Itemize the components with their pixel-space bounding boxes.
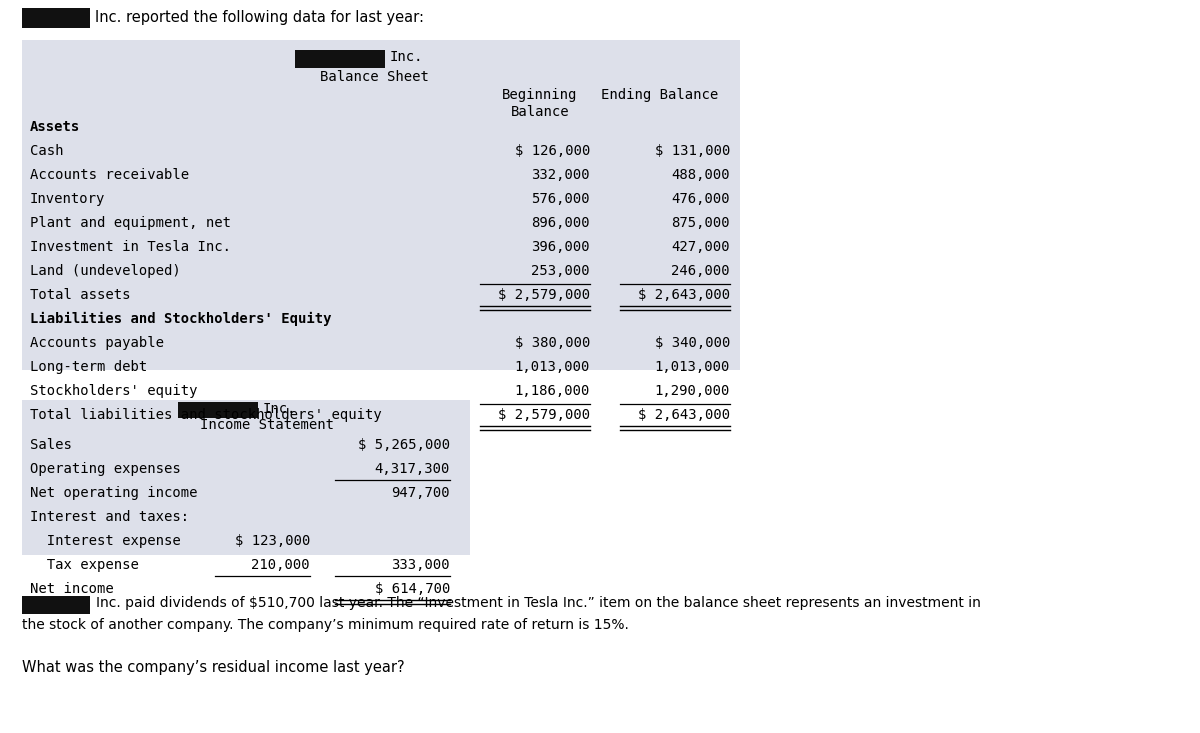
Text: Total liabilities and stockholders' equity: Total liabilities and stockholders' equi… bbox=[30, 408, 382, 422]
Text: Net operating income: Net operating income bbox=[30, 486, 198, 500]
Text: 253,000: 253,000 bbox=[532, 264, 590, 278]
Text: 4,317,300: 4,317,300 bbox=[374, 462, 450, 476]
Text: $ 614,700: $ 614,700 bbox=[374, 582, 450, 596]
Text: Inc.: Inc. bbox=[390, 50, 424, 64]
Text: 576,000: 576,000 bbox=[532, 192, 590, 206]
Text: 488,000: 488,000 bbox=[671, 168, 730, 182]
Text: 947,700: 947,700 bbox=[391, 486, 450, 500]
Text: Long-term debt: Long-term debt bbox=[30, 360, 148, 374]
Bar bbox=[22, 596, 90, 614]
Bar bbox=[22, 400, 470, 555]
Text: Liabilities and Stockholders' Equity: Liabilities and Stockholders' Equity bbox=[30, 312, 331, 326]
Text: Beginning
Balance: Beginning Balance bbox=[503, 88, 577, 119]
Text: Inc.: Inc. bbox=[263, 402, 296, 416]
Text: $ 2,643,000: $ 2,643,000 bbox=[638, 408, 730, 422]
Text: Plant and equipment, net: Plant and equipment, net bbox=[30, 216, 230, 230]
Text: What was the company’s residual income last year?: What was the company’s residual income l… bbox=[22, 660, 404, 675]
Text: Income Statement: Income Statement bbox=[200, 418, 334, 432]
Text: $ 380,000: $ 380,000 bbox=[515, 336, 590, 350]
Text: Tax expense: Tax expense bbox=[30, 558, 139, 572]
Text: 476,000: 476,000 bbox=[671, 192, 730, 206]
Text: Balance Sheet: Balance Sheet bbox=[320, 70, 428, 84]
Text: $ 5,265,000: $ 5,265,000 bbox=[358, 438, 450, 452]
Text: $ 126,000: $ 126,000 bbox=[515, 144, 590, 158]
Text: 427,000: 427,000 bbox=[671, 240, 730, 254]
Text: Total assets: Total assets bbox=[30, 288, 131, 302]
Text: 1,013,000: 1,013,000 bbox=[515, 360, 590, 374]
Text: 1,013,000: 1,013,000 bbox=[655, 360, 730, 374]
Text: $ 123,000: $ 123,000 bbox=[235, 534, 310, 548]
Text: $ 340,000: $ 340,000 bbox=[655, 336, 730, 350]
Text: $ 2,579,000: $ 2,579,000 bbox=[498, 288, 590, 302]
Text: Inc. paid dividends of $510,700 last year. The “Investment in Tesla Inc.” item o: Inc. paid dividends of $510,700 last yea… bbox=[96, 596, 980, 610]
Text: Ending Balance: Ending Balance bbox=[601, 88, 719, 102]
Bar bbox=[22, 40, 740, 370]
Text: 875,000: 875,000 bbox=[671, 216, 730, 230]
Text: Stockholders' equity: Stockholders' equity bbox=[30, 384, 198, 398]
Text: 1,186,000: 1,186,000 bbox=[515, 384, 590, 398]
Text: 1,290,000: 1,290,000 bbox=[655, 384, 730, 398]
Text: $ 2,579,000: $ 2,579,000 bbox=[498, 408, 590, 422]
Text: 246,000: 246,000 bbox=[671, 264, 730, 278]
Text: $ 2,643,000: $ 2,643,000 bbox=[638, 288, 730, 302]
Text: 396,000: 396,000 bbox=[532, 240, 590, 254]
Text: Investment in Tesla Inc.: Investment in Tesla Inc. bbox=[30, 240, 230, 254]
Text: Interest expense: Interest expense bbox=[30, 534, 181, 548]
Text: Inventory: Inventory bbox=[30, 192, 106, 206]
Text: Cash: Cash bbox=[30, 144, 64, 158]
Text: Accounts receivable: Accounts receivable bbox=[30, 168, 190, 182]
Bar bbox=[178, 402, 258, 418]
Text: Accounts payable: Accounts payable bbox=[30, 336, 164, 350]
Text: Net income: Net income bbox=[30, 582, 114, 596]
Text: Land (undeveloped): Land (undeveloped) bbox=[30, 264, 181, 278]
Text: Assets: Assets bbox=[30, 120, 80, 134]
Bar bbox=[22, 8, 90, 28]
Text: Inc. reported the following data for last year:: Inc. reported the following data for las… bbox=[95, 10, 424, 25]
Text: 210,000: 210,000 bbox=[251, 558, 310, 572]
Text: the stock of another company. The company’s minimum required rate of return is 1: the stock of another company. The compan… bbox=[22, 618, 629, 632]
Bar bbox=[295, 50, 385, 68]
Text: 332,000: 332,000 bbox=[532, 168, 590, 182]
Text: 896,000: 896,000 bbox=[532, 216, 590, 230]
Text: Interest and taxes:: Interest and taxes: bbox=[30, 510, 190, 524]
Text: 333,000: 333,000 bbox=[391, 558, 450, 572]
Text: $ 131,000: $ 131,000 bbox=[655, 144, 730, 158]
Text: Operating expenses: Operating expenses bbox=[30, 462, 181, 476]
Text: Sales: Sales bbox=[30, 438, 72, 452]
